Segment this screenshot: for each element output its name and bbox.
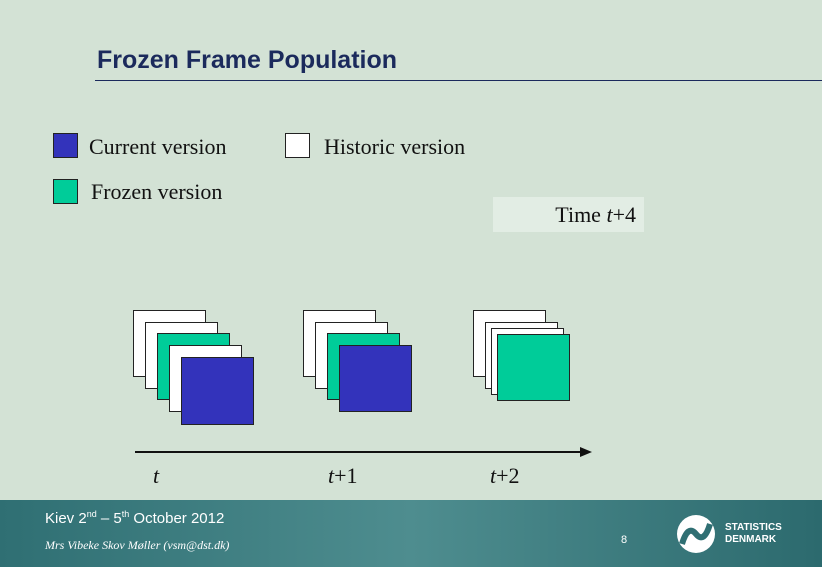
legend-swatch [53,179,78,204]
text: t [328,463,335,488]
legend-swatch [53,133,78,158]
text: nd [86,509,97,519]
frame [339,345,412,412]
title-rule [95,80,822,81]
text: th [121,509,130,519]
text: October 2012 [129,510,225,527]
legend-label: Historic version [324,134,466,159]
timeline-label: t [153,463,159,489]
text: t [153,463,160,488]
event: Kiev 2nd – 5th October 2012 [45,509,224,527]
text: +1 [334,463,358,488]
legend-label: Frozen version [91,179,223,204]
timeline-label: t+2 [490,463,520,489]
author: Mrs Vibeke Skov Møller (vsm@dst.dk) [45,538,230,552]
footer: Kiev 2nd – 5th October 2012 Mrs Vibeke S… [0,500,822,567]
text: Kiev 2 [45,510,87,527]
title: Frozen Frame Population [97,46,398,74]
text: DENMARK [725,534,777,545]
text: t [606,202,613,227]
text: +2 [496,463,520,488]
text: – 5 [96,510,122,527]
frame [181,357,254,425]
logo-mark [677,515,715,553]
text: t [490,463,497,488]
legend-label: Current version [89,134,227,159]
timeline-label: t+1 [328,463,358,489]
logo-text: STATISTICS DENMARK [725,522,782,546]
time-box: Time t+4 [493,197,644,232]
page-number: 8 [621,534,628,546]
text: +4 [612,202,636,227]
text: STATISTICS [725,522,782,533]
time-label: Time t+4 [555,202,636,228]
legend-swatch [285,133,310,158]
frame [497,334,570,401]
text: Time [555,202,607,227]
